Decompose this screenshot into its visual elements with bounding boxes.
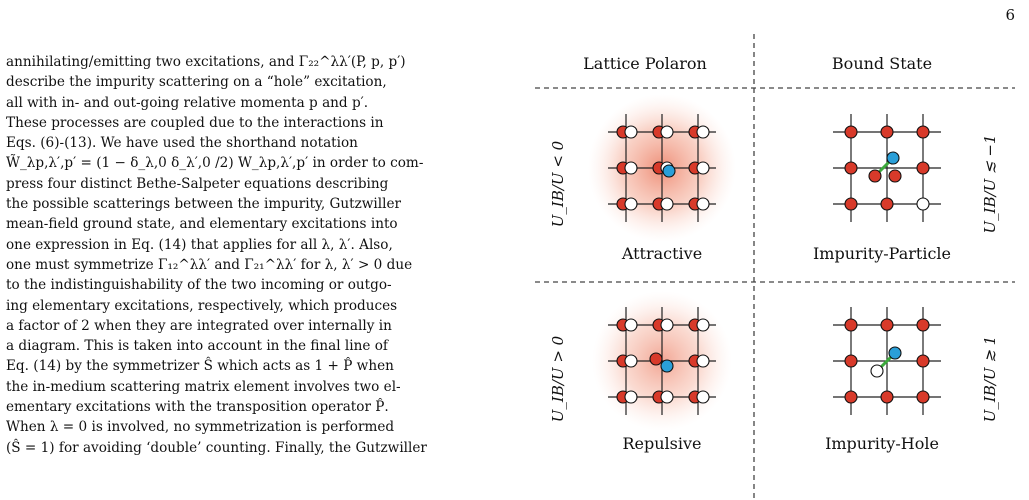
caption-impurity-hole: Impurity-Hole xyxy=(825,434,939,453)
header-lattice-polaron: Lattice Polaron xyxy=(583,54,707,73)
row-label-bound-hole: U_IB/U ≳ 1 xyxy=(981,336,999,422)
body-text-line: (Ŝ = 1) for avoiding ‘double’ counting. … xyxy=(6,439,427,456)
hole-atom xyxy=(696,390,710,404)
particle-atom xyxy=(844,354,858,368)
body-text-line: the possible scatterings between the imp… xyxy=(6,196,402,213)
page-number: 6 xyxy=(1005,6,1015,24)
body-text-line: one must symmetrize Γ₁₂^λλ′ and Γ₂₁^λλ′ … xyxy=(6,256,413,273)
particle-atom xyxy=(880,318,894,332)
bound-hole-atom xyxy=(870,364,884,378)
figure-phase-diagram: Lattice Polaron Bound State U_IB/U < 0 U… xyxy=(535,34,1015,500)
particle-atom xyxy=(916,125,930,139)
body-text-line: Eqs. (6)-(13). We have used the shorthan… xyxy=(6,135,358,152)
header-bound-state: Bound State xyxy=(832,54,932,73)
body-text-line: the in-medium scattering matrix element … xyxy=(6,378,401,395)
particle-atom xyxy=(844,161,858,175)
caption-attractive: Attractive xyxy=(621,244,702,263)
hole-atom xyxy=(624,197,638,211)
particle-atom xyxy=(844,318,858,332)
body-text-line: press four distinct Bethe-Salpeter equat… xyxy=(6,175,389,192)
body-text-line: a diagram. This is taken into account in… xyxy=(6,338,388,355)
body-text-line: W̃_λp,λ′,p′ = (1 − δ_λ,0 δ_λ′,0 /2) W_λp… xyxy=(6,155,424,172)
hole-atom xyxy=(624,390,638,404)
particle-atom xyxy=(844,197,858,211)
bound-particle-atom xyxy=(868,169,882,183)
body-text-line: all with in- and out-going relative mome… xyxy=(6,94,369,111)
hole-atom xyxy=(916,197,930,211)
hole-atom xyxy=(624,318,638,332)
impurity-atom xyxy=(886,151,900,165)
hole-atom xyxy=(696,161,710,175)
caption-impurity-particle: Impurity-Particle xyxy=(813,244,951,263)
body-text-line: When λ = 0 is involved, no symmetrizatio… xyxy=(6,419,395,436)
hole-atom xyxy=(624,354,638,368)
impurity-atom xyxy=(662,164,676,178)
impurity-atom xyxy=(660,359,674,373)
hole-atom xyxy=(696,197,710,211)
particle-atom xyxy=(888,169,902,183)
hole-atom xyxy=(660,197,674,211)
row-label-attractive: U_IB/U < 0 xyxy=(549,140,567,227)
hole-atom xyxy=(696,125,710,139)
particle-atom xyxy=(916,318,930,332)
particle-atom xyxy=(844,125,858,139)
hole-atom xyxy=(624,125,638,139)
caption-repulsive: Repulsive xyxy=(622,434,701,453)
body-text-line: These processes are coupled due to the i… xyxy=(6,114,384,131)
row-label-repulsive: U_IB/U > 0 xyxy=(549,335,567,422)
hole-atom xyxy=(696,354,710,368)
body-text-line: ementary excitations with the transposit… xyxy=(6,399,389,416)
body-text-line: to the indistinguishability of the two i… xyxy=(6,277,392,294)
body-text: annihilating/emitting two excitations, a… xyxy=(6,52,472,458)
hole-atom xyxy=(660,125,674,139)
particle-atom xyxy=(844,390,858,404)
particle-atom xyxy=(880,390,894,404)
particle-atom xyxy=(880,197,894,211)
body-text-line: one expression in Eq. (14) that applies … xyxy=(6,236,393,253)
hole-atom xyxy=(624,161,638,175)
hole-atom xyxy=(660,390,674,404)
hole-atom xyxy=(696,318,710,332)
hole-atom xyxy=(660,318,674,332)
body-text-line: a factor of 2 when they are integrated o… xyxy=(6,317,392,334)
body-text-line: mean-field ground state, and elementary … xyxy=(6,216,398,233)
particle-atom xyxy=(916,354,930,368)
body-text-line: annihilating/emitting two excitations, a… xyxy=(6,54,406,70)
particle-atom xyxy=(916,390,930,404)
particle-atom xyxy=(880,125,894,139)
impurity-atom xyxy=(888,346,902,360)
particle-atom xyxy=(916,161,930,175)
body-text-line: ing elementary excitations, respectively… xyxy=(6,297,398,314)
row-label-bound-particle: U_IB/U ≲ −1 xyxy=(981,134,999,233)
particle-atom xyxy=(649,352,663,366)
body-text-line: describe the impurity scattering on a “h… xyxy=(6,74,387,91)
body-text-line: Eq. (14) by the symmetrizer Ŝ which acts… xyxy=(6,358,394,375)
